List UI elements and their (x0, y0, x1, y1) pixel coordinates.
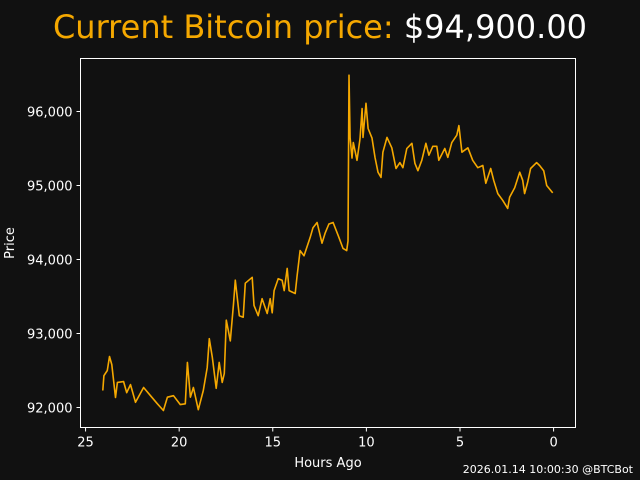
chart-title: Current Bitcoin price: $94,900.00 (0, 8, 640, 46)
x-tick-label: 20 (171, 436, 188, 451)
x-axis-label: Hours Ago (294, 456, 361, 471)
y-tick-label: 93,000 (27, 328, 73, 343)
y-axis-label: Price (3, 227, 18, 259)
plot-area (80, 58, 576, 428)
x-tick-label: 10 (358, 436, 375, 451)
x-tick-label: 0 (549, 436, 557, 451)
y-tick-label: 92,000 (27, 402, 73, 417)
y-axis: 92,000 93,000 94,000 95,000 96,000 (27, 105, 81, 417)
footer-timestamp: 2026.01.14 10:00:30 @BTCBot (462, 463, 633, 476)
x-axis: 25 20 15 10 5 0 (77, 427, 558, 451)
x-tick-label: 5 (456, 436, 464, 451)
title-label: Current Bitcoin price: (52, 8, 394, 46)
y-tick-label: 95,000 (27, 179, 73, 194)
y-tick-label: 94,000 (27, 254, 73, 269)
x-tick-label: 25 (77, 436, 94, 451)
x-tick-label: 15 (264, 436, 281, 451)
y-tick-label: 96,000 (27, 105, 73, 120)
price-line (102, 74, 554, 412)
current-price: $94,900.00 (403, 8, 588, 46)
